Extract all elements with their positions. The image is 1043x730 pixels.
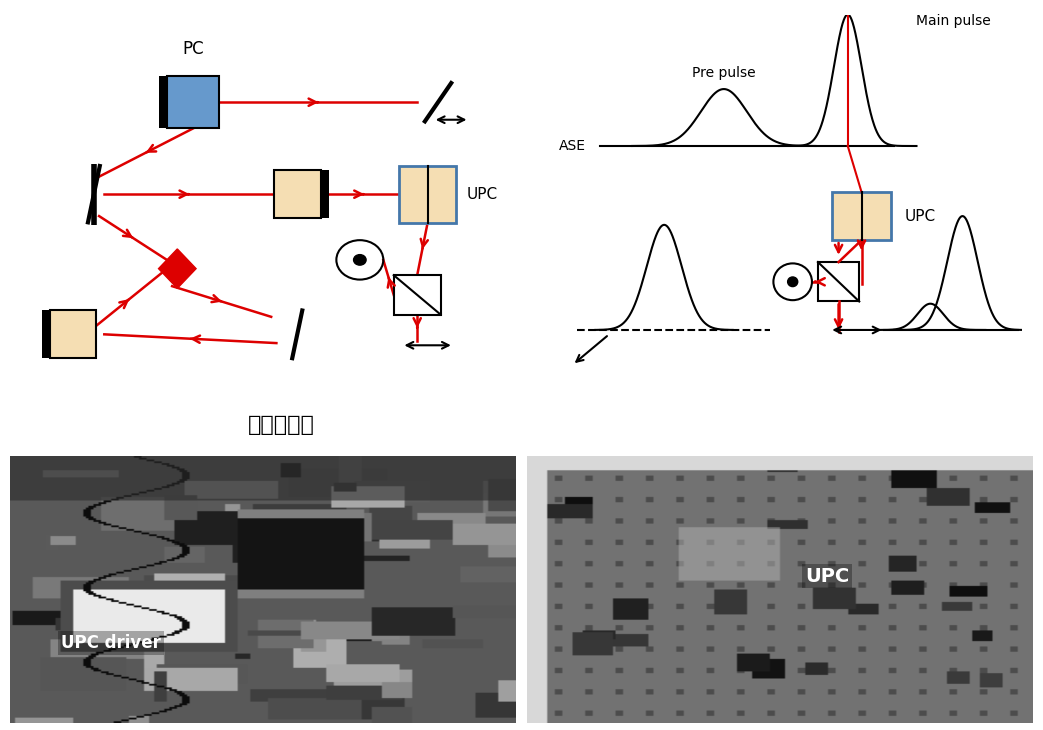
Text: Pre pulse: Pre pulse bbox=[692, 66, 756, 80]
Bar bbox=[159, 76, 167, 128]
Text: 재생증폭기: 재생증폭기 bbox=[248, 415, 315, 435]
Circle shape bbox=[354, 255, 366, 265]
Bar bbox=[42, 310, 49, 358]
Text: Main pulse: Main pulse bbox=[916, 14, 991, 28]
Bar bbox=[50, 310, 96, 358]
Bar bbox=[398, 166, 457, 223]
Text: UPC: UPC bbox=[905, 209, 937, 223]
Circle shape bbox=[787, 277, 798, 287]
Bar bbox=[273, 170, 321, 218]
Bar bbox=[818, 262, 859, 301]
Text: UPC: UPC bbox=[467, 187, 498, 201]
Bar bbox=[394, 275, 440, 315]
Polygon shape bbox=[159, 249, 196, 288]
Text: UPC: UPC bbox=[805, 566, 849, 585]
Text: ASE: ASE bbox=[559, 139, 586, 153]
Bar bbox=[321, 170, 329, 218]
Bar bbox=[167, 76, 219, 128]
Bar bbox=[831, 192, 892, 240]
Text: PC: PC bbox=[183, 40, 203, 58]
Text: UPC driver: UPC driver bbox=[60, 634, 161, 652]
